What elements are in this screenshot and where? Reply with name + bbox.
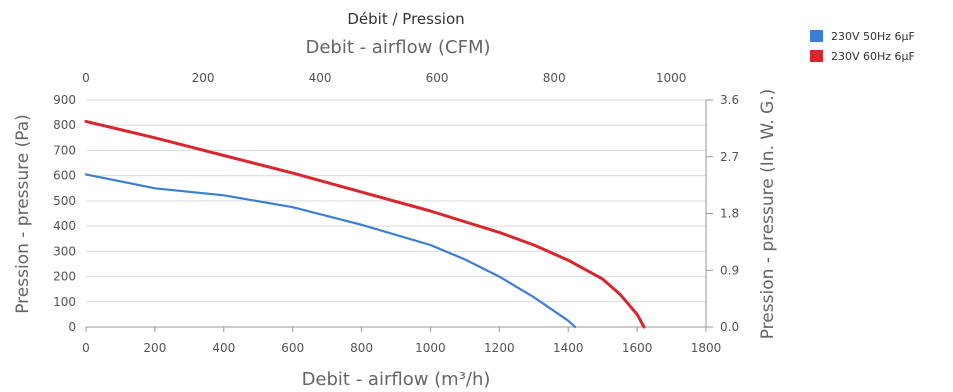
x-tick-label: 200 <box>143 341 166 355</box>
x-axis-label: Debit - airflow (m³/h) <box>302 369 491 390</box>
top-tick-label: 0 <box>82 71 90 85</box>
series-line-1 <box>84 119 646 329</box>
x-tick-label: 800 <box>350 341 373 355</box>
legend-label-50hz: 230V 50Hz 6µF <box>831 29 915 43</box>
y-tick-label: 700 <box>53 143 76 157</box>
x-tick-label: 1200 <box>484 341 515 355</box>
top-tick-label: 400 <box>309 71 332 85</box>
chart-title: Débit / Pression <box>347 10 464 28</box>
y-tick-label: 100 <box>53 295 76 309</box>
legend-item-50hz[interactable]: 230V 50Hz 6µF <box>810 26 915 46</box>
y-tick-label: 400 <box>53 219 76 233</box>
y-tick-label: 900 <box>53 93 76 107</box>
top-tick-label: 200 <box>192 71 215 85</box>
y-axis-label: Pression - pressure (Pa) <box>13 114 33 314</box>
y-tick-label: 0 <box>68 320 76 334</box>
y-tick-label: 600 <box>53 169 76 183</box>
top-tick-label: 600 <box>426 71 449 85</box>
legend-label-60hz: 230V 60Hz 6µF <box>831 49 915 63</box>
y2-tick-label: 0.0 <box>720 320 739 334</box>
series-line-0 <box>84 173 577 329</box>
legend: 230V 50Hz 6µF 230V 60Hz 6µF <box>810 26 915 66</box>
x-tick-label: 1400 <box>553 341 584 355</box>
y2-axis-label: Pression - pressure (In. W. G.) <box>758 89 778 340</box>
x-tick-label: 0 <box>82 341 90 355</box>
x-tick-label: 1000 <box>415 341 446 355</box>
x-tick-label: 1800 <box>691 341 722 355</box>
y-tick-label: 500 <box>53 194 76 208</box>
top-tick-label: 800 <box>543 71 566 85</box>
x-tick-label: 400 <box>212 341 235 355</box>
y-tick-label: 800 <box>53 118 76 132</box>
y2-tick-label: 3.6 <box>720 93 739 107</box>
top-axis-label: Debit - airflow (CFM) <box>305 37 490 58</box>
x-tick-label: 1600 <box>622 341 653 355</box>
y2-tick-label: 0.9 <box>720 263 739 277</box>
legend-swatch-60hz <box>810 50 823 62</box>
top-tick-label: 1000 <box>656 71 687 85</box>
legend-item-60hz[interactable]: 230V 60Hz 6µF <box>810 46 915 66</box>
y-tick-label: 300 <box>53 244 76 258</box>
y-tick-label: 200 <box>53 270 76 284</box>
y2-tick-label: 1.8 <box>720 207 739 221</box>
x-tick-label: 600 <box>281 341 304 355</box>
y2-tick-label: 2.7 <box>720 150 739 164</box>
legend-swatch-50hz <box>810 30 823 42</box>
